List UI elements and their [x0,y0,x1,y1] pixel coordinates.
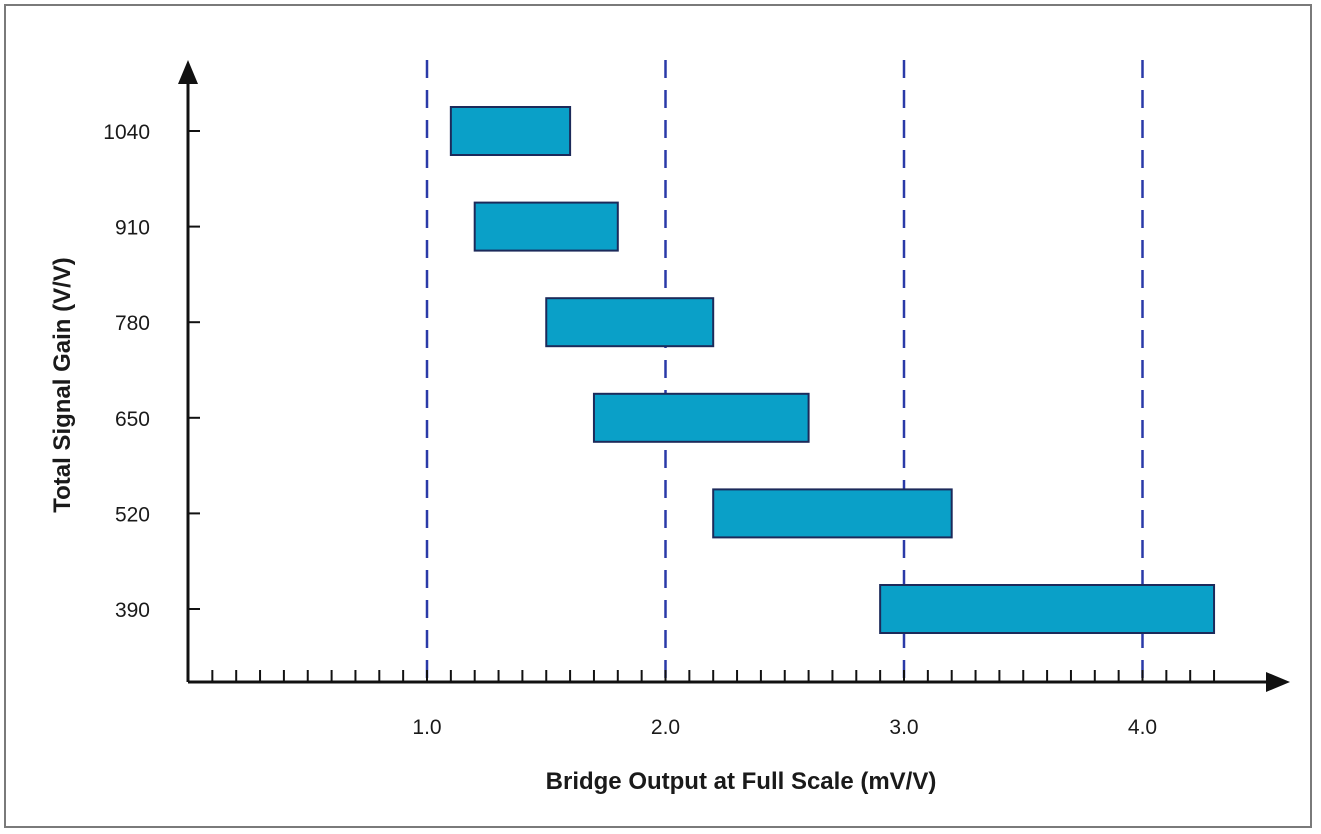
y-axis-title: Total Signal Gain (V/V) [49,257,76,513]
y-tick-label: 650 [115,408,150,431]
range-bars [449,106,1216,634]
grid-lines [425,60,1144,682]
axes [178,60,1290,692]
tick-labels: 1.0 2.0 3.0 4.0 1040 910 780 650 520 390 [103,121,1157,739]
y-tick-label: 780 [115,312,150,335]
x-axis-arrow [1266,672,1290,692]
x-tick-label: 2.0 [651,716,680,739]
x-minor-ticks [211,670,1216,682]
range-bar-780 [545,297,715,348]
x-tick-label: 4.0 [1128,716,1157,739]
x-tick-label: 3.0 [889,716,918,739]
y-tick-marks [188,130,200,610]
range-bar-390 [879,584,1216,634]
range-bar-520 [712,488,953,539]
y-axis-arrow [178,60,198,84]
y-tick-label: 520 [115,503,150,526]
x-tick-label: 1.0 [412,716,441,739]
y-tick-label: 910 [115,217,150,240]
x-axis-title: Bridge Output at Full Scale (mV/V) [546,768,937,795]
range-bar-910 [473,201,619,252]
range-bar-1040 [449,106,572,156]
y-tick-label: 1040 [103,121,150,144]
range-bar-650 [592,392,810,443]
y-tick-label: 390 [115,599,150,622]
